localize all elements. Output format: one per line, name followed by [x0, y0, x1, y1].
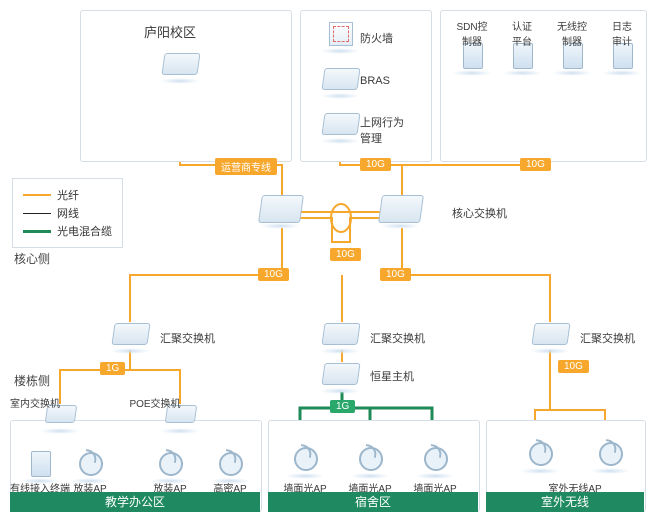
- link-badge: 1G: [100, 362, 125, 375]
- legend: 光纤网线光电混合缆: [12, 178, 123, 248]
- link-badge: 10G: [360, 158, 391, 171]
- node-label: 汇聚交换机: [370, 330, 425, 346]
- node-star: [320, 360, 362, 396]
- node-label: 上网行为管理: [360, 114, 404, 146]
- node-label: 无线控制器: [557, 18, 587, 48]
- node-label: POE交换机: [129, 395, 180, 410]
- node-label: 日志审计: [612, 18, 632, 48]
- zone-label: 室外无线: [486, 492, 644, 512]
- node-label: 防火墙: [360, 30, 393, 46]
- zone-label: 教学办公区: [10, 492, 260, 512]
- link-badge: 10G: [258, 268, 289, 281]
- core-side-label: 核心侧: [14, 250, 50, 267]
- node-label: 核心交换机: [452, 205, 507, 221]
- node-label: 恒星主机: [370, 368, 414, 384]
- link-badge: 10G: [330, 248, 361, 261]
- zone-label: 宿舍区: [268, 492, 478, 512]
- legend-row: 光电混合缆: [23, 223, 112, 239]
- node-label: SDN控制器: [456, 18, 487, 48]
- legend-row: 光纤: [23, 187, 112, 203]
- node-label: BRAS: [360, 75, 390, 87]
- link-badge: 10G: [558, 360, 589, 373]
- legend-row: 网线: [23, 205, 112, 221]
- building-side-label: 楼栋侧: [14, 372, 50, 389]
- link-badge: 10G: [380, 268, 411, 281]
- link-badge: 1G: [330, 400, 355, 413]
- node-core2: [380, 195, 436, 231]
- node-label: 汇聚交换机: [160, 330, 215, 346]
- panel-title: 庐阳校区: [144, 22, 196, 41]
- link-badge: 10G: [520, 158, 551, 171]
- node-label: 认证平台: [512, 18, 532, 48]
- node-label: 汇聚交换机: [580, 330, 635, 346]
- node-agg2: [320, 320, 362, 356]
- node-label: 室内交换机: [10, 395, 60, 410]
- node-core1: [260, 195, 316, 231]
- link-badge: 运营商专线: [215, 158, 277, 175]
- node-agg3: [530, 320, 572, 356]
- node-agg1: [110, 320, 152, 356]
